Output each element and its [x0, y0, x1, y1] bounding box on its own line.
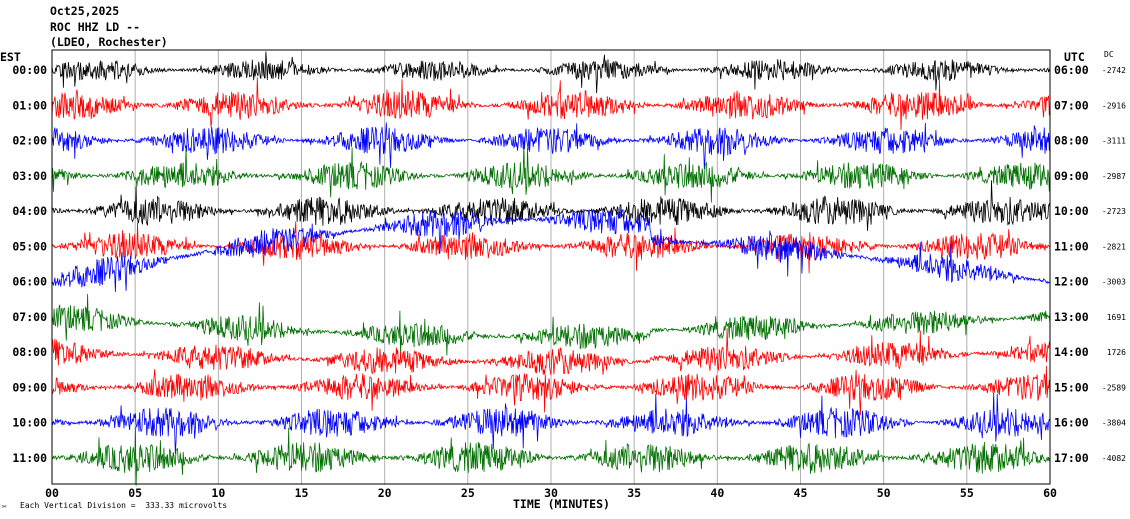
dc-offset-value: -2742	[1102, 66, 1126, 75]
x-tick-label: 00	[45, 486, 59, 500]
trace-0500	[51, 221, 1051, 274]
trace-0800	[51, 328, 1051, 376]
est-hour-label: 02:00	[12, 134, 47, 148]
seismic-traces	[51, 51, 1051, 486]
scale-note: Each Vertical Division = 333.33 microvol…	[20, 501, 228, 510]
trace-0300	[51, 145, 1051, 203]
trace-0000	[51, 51, 1051, 94]
x-tick-label: 15	[295, 486, 309, 500]
x-tick-label: 60	[1043, 486, 1057, 500]
station-label: ROC HHZ LD --	[50, 20, 141, 34]
x-axis-title: TIME (MINUTES)	[513, 497, 610, 511]
dc-offset-value: -2821	[1102, 242, 1126, 251]
utc-hour-label: 17:00	[1054, 451, 1089, 465]
x-tick-label: 30	[544, 486, 558, 500]
est-hour-label: 04:00	[12, 204, 47, 218]
x-tick-label: 25	[461, 486, 475, 500]
utc-hour-label: 15:00	[1054, 380, 1089, 394]
dc-offset-value: 1726	[1107, 348, 1126, 357]
dc-offset-value: 1691	[1107, 313, 1126, 322]
scissors-logo: ✂	[2, 502, 7, 511]
dc-offset-value: -2589	[1102, 383, 1126, 392]
est-axis-label: EST	[0, 50, 21, 64]
est-hour-label: 07:00	[12, 310, 47, 324]
est-hour-label: 05:00	[12, 239, 47, 253]
trace-0100	[51, 77, 1051, 131]
utc-axis-label: UTC	[1064, 50, 1085, 64]
est-hour-label: 09:00	[12, 380, 47, 394]
trace-0700	[51, 293, 1051, 357]
plot-frame: 00 05 10 15 20 25 30 35 40 45 50 55 60 00:00 06:00 -274…	[12, 49, 1126, 500]
est-hour-label: 06:00	[12, 275, 47, 289]
dc-offset-value: -4082	[1102, 454, 1126, 463]
dc-offset-value: -2916	[1102, 101, 1126, 110]
utc-hour-label: 09:00	[1054, 169, 1089, 183]
dc-offset-value: -3111	[1102, 137, 1126, 146]
trace-1000	[51, 392, 1051, 454]
utc-hour-label: 16:00	[1054, 416, 1089, 430]
plot-border	[51, 49, 1051, 485]
x-tick-label: 20	[378, 486, 392, 500]
utc-hour-label: 13:00	[1054, 310, 1089, 324]
x-tick-label: 45	[794, 486, 808, 500]
est-hour-label: 03:00	[12, 169, 47, 183]
dc-column-label: DC	[1104, 50, 1114, 59]
x-tick-label: 05	[128, 486, 142, 500]
est-hour-label: 01:00	[12, 98, 47, 112]
dc-offset-value: -3003	[1102, 278, 1126, 287]
dc-offset-value: -2987	[1102, 172, 1126, 181]
utc-hour-label: 10:00	[1054, 204, 1089, 218]
utc-hour-label: 08:00	[1054, 134, 1089, 148]
x-tick-label: 55	[960, 486, 974, 500]
x-tick-label: 10	[211, 486, 225, 500]
trace-0400	[51, 180, 1051, 231]
est-hour-label: 00:00	[12, 63, 47, 77]
est-hour-label: 10:00	[12, 416, 47, 430]
trace-1100	[51, 426, 1051, 486]
x-tick-label: 50	[877, 486, 891, 500]
utc-hour-label: 06:00	[1054, 63, 1089, 77]
est-hour-label: 11:00	[12, 451, 47, 465]
x-tick-label: 35	[627, 486, 641, 500]
trace-0900	[51, 365, 1051, 416]
trace-0200	[51, 122, 1051, 170]
x-tick-label: 40	[710, 486, 724, 500]
utc-hour-label: 12:00	[1054, 275, 1089, 289]
utc-hour-label: 14:00	[1054, 345, 1089, 359]
utc-hour-label: 11:00	[1054, 239, 1089, 253]
utc-hour-label: 07:00	[1054, 98, 1089, 112]
date-label: Oct25,2025	[50, 4, 120, 18]
est-hour-label: 08:00	[12, 345, 47, 359]
dc-offset-value: -3804	[1102, 419, 1126, 428]
network-label: (LDEO, Rochester)	[50, 35, 168, 49]
trace-0600	[51, 208, 1051, 293]
dc-offset-value: -2723	[1102, 207, 1126, 216]
